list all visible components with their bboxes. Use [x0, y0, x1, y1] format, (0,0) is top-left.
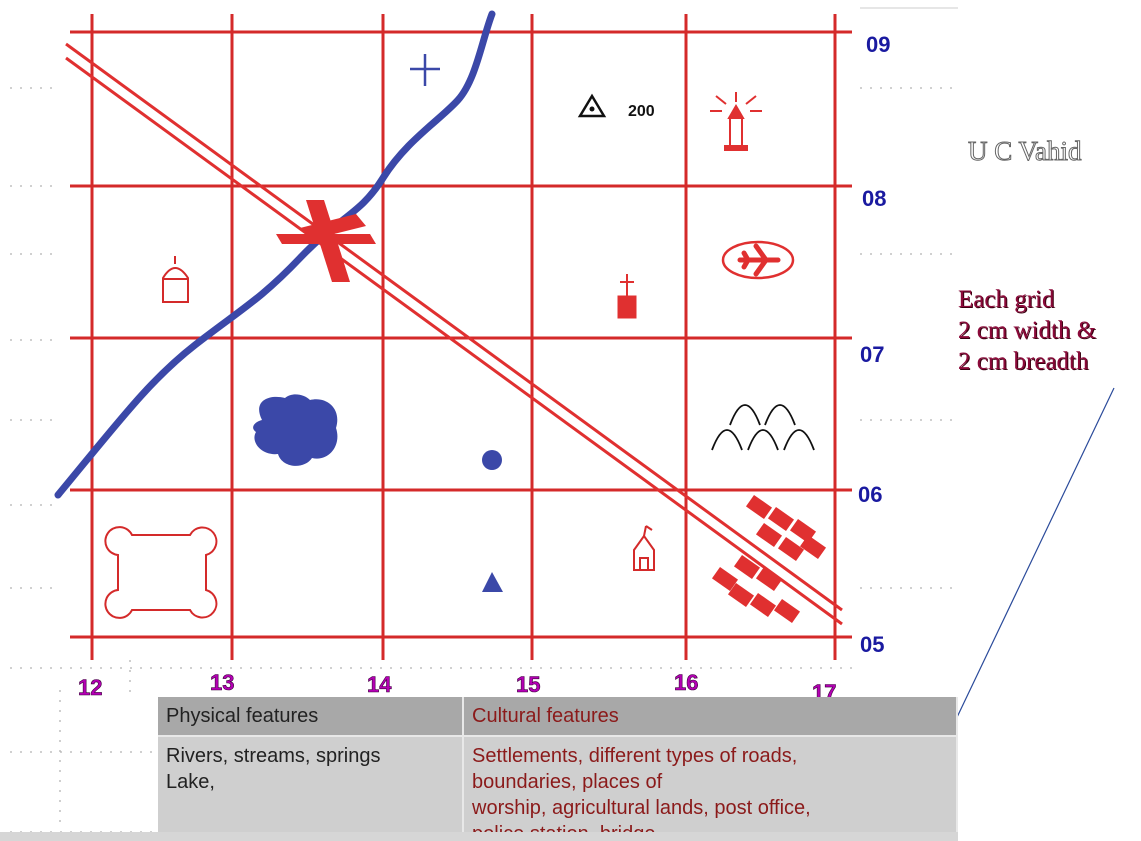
bridge-icon [276, 200, 376, 282]
note-line-2: 2 cm width & [958, 317, 1097, 344]
y-label-09: 09 [866, 32, 890, 57]
dotted-guides [10, 87, 958, 833]
settlement-blocks-icon [711, 494, 827, 624]
x-axis-labels: 12 13 14 15 16 17 [78, 670, 837, 706]
y-label-05: 05 [860, 632, 884, 657]
temple-icon [162, 256, 189, 303]
physical-line-2: Lake, [166, 771, 215, 793]
x-label-15: 15 [516, 672, 540, 697]
cultural-line-1: Settlements, different types of roads, [472, 745, 798, 767]
note-line-1: Each grid [958, 286, 1055, 313]
y-label-08: 08 [862, 186, 886, 211]
road-double-line [65, 42, 843, 626]
lighthouse-icon [710, 92, 762, 151]
x-label-13: 13 [210, 670, 234, 695]
header-cultural: Cultural features [463, 697, 958, 736]
well-icon [482, 450, 502, 470]
y-label-06: 06 [858, 482, 882, 507]
header-physical: Physical features [158, 697, 464, 736]
cross-icon [410, 54, 440, 86]
church-icon [617, 274, 637, 319]
triangulation-station-icon [577, 93, 607, 118]
airport-icon [721, 240, 795, 280]
cell-cultural: Settlements, different types of roads, b… [463, 735, 958, 841]
y-label-07: 07 [860, 342, 884, 367]
shrine-icon [633, 525, 655, 571]
fort-icon [104, 526, 218, 619]
triangle-icon [482, 572, 503, 592]
cultural-line-2: boundaries, places of [472, 771, 663, 793]
bottom-scroll-bar[interactable] [0, 832, 958, 841]
x-label-16: 16 [674, 670, 698, 695]
x-label-14: 14 [367, 672, 392, 697]
grid-scale-note: Each grid 2 cm width & 2 cm breadth [958, 284, 1096, 377]
spot-height-label: 200 [628, 103, 655, 120]
physical-line-1: Rivers, streams, springs [166, 745, 381, 767]
x-label-12: 12 [78, 675, 102, 700]
cell-physical: Rivers, streams, springs Lake, [158, 735, 464, 841]
lake-icon [253, 394, 338, 466]
author-credit: U C Vahid [968, 136, 1083, 167]
note-line-3: 2 cm breadth [958, 348, 1089, 375]
hills-icon [711, 404, 815, 451]
cultural-line-3: worship, agricultural lands, post office… [472, 797, 811, 819]
features-table: Physical features Cultural features Rive… [158, 697, 958, 841]
y-axis-labels: 09 08 07 06 05 [858, 32, 890, 657]
